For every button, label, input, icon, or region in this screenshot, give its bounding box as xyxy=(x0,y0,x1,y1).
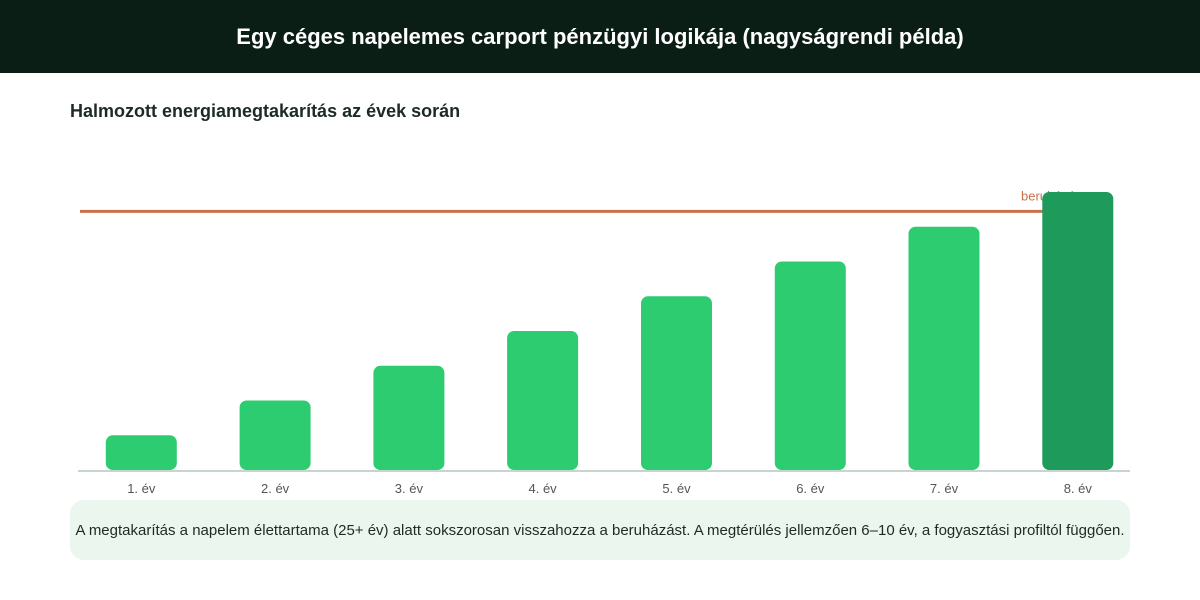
bar-5 xyxy=(641,296,712,471)
x-tick-label: 7. év xyxy=(930,481,959,496)
x-tick-label: 5. év xyxy=(662,481,691,496)
header-bar: Egy céges napelemes carport pénzügyi log… xyxy=(0,0,1200,73)
bar-4 xyxy=(507,331,579,470)
x-tick-label: 2. év xyxy=(261,481,290,496)
chart-title: Halmozott energiamegtakarítás az évek so… xyxy=(70,101,461,121)
x-tick-label: 4. év xyxy=(529,481,558,496)
x-tick-label: 3. év xyxy=(395,481,424,496)
bar-2 xyxy=(239,400,311,470)
x-tick-label: 8. év xyxy=(1064,481,1093,496)
info-note-text: A megtakarítás a napelem élettartama (25… xyxy=(75,521,1125,539)
bar-7 xyxy=(908,226,980,471)
x-tick-label: 1. év xyxy=(127,481,156,496)
bar-8 xyxy=(1042,192,1114,470)
x-tick-label: 6. év xyxy=(796,481,825,496)
bar-1 xyxy=(105,435,177,471)
bars-group xyxy=(105,226,980,471)
info-note: A megtakarítás a napelem élettartama (25… xyxy=(70,500,1130,560)
bar-3 xyxy=(373,365,445,471)
bar-6 xyxy=(774,261,846,470)
page-title: Egy céges napelemes carport pénzügyi log… xyxy=(236,23,964,49)
x-tick-labels: 1. év 2. év 3. év 4. év 5. év 6. év 7. év 8. év xyxy=(127,481,1092,496)
